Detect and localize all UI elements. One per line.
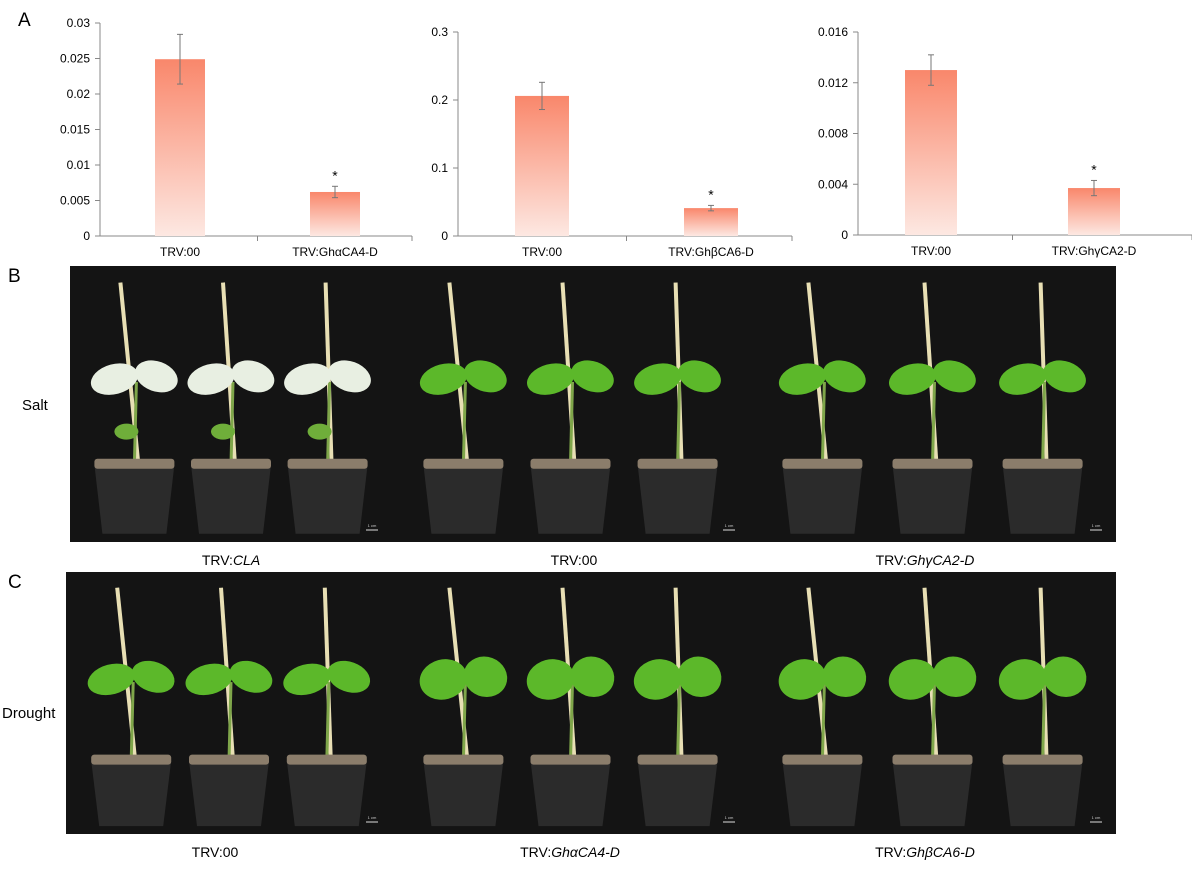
y-tick-label: 0.012 <box>818 76 848 90</box>
bar-chart-beta-ca6: 0 0.1 0.2 0.3 TRV:00 * TRV:GhβCA6-D <box>400 0 800 262</box>
potted-plant <box>419 282 507 534</box>
potted-plant <box>419 587 508 827</box>
y-tick-label: 0.02 <box>67 87 91 101</box>
panel-label-b: B <box>8 266 21 287</box>
potted-plant <box>633 587 722 827</box>
drought-photo-alpha-ca4: 1 cm <box>392 572 749 834</box>
potted-plant <box>87 587 175 827</box>
potted-plant <box>284 282 371 534</box>
error-bar <box>708 204 714 212</box>
y-tick-label: 0.01 <box>67 158 91 172</box>
scale-bar-label: 1 cm <box>368 815 377 820</box>
error-bar <box>928 54 934 86</box>
caption-drought-1: TRV:00 <box>191 844 239 860</box>
potted-plant <box>187 282 275 534</box>
salt-photo-trv00: 1 cm <box>392 266 749 542</box>
bar <box>905 70 957 235</box>
x-tick-label: TRV:00 <box>522 245 562 259</box>
error-bar <box>177 33 183 85</box>
potted-plant <box>888 587 977 827</box>
y-tick-label: 0.005 <box>60 194 90 208</box>
y-tick-label: 0.025 <box>60 52 90 66</box>
y-tick-label: 0.016 <box>818 25 848 39</box>
scale-bar-label: 1 cm <box>1092 523 1101 528</box>
error-bar <box>332 185 338 199</box>
salt-photo-gamma-ca2: 1 cm <box>749 266 1116 542</box>
potted-plant <box>778 282 866 534</box>
potted-plant <box>283 587 371 827</box>
drought-photo-trv00: 1 cm <box>66 572 392 834</box>
potted-plant <box>998 587 1087 827</box>
panel-label-a: A <box>18 10 31 31</box>
x-tick-label: TRV:GhβCA6-D <box>668 245 754 259</box>
salt-photo-cla: 1 cm <box>70 266 392 542</box>
x-tick-label: TRV:00 <box>160 245 200 259</box>
potted-plant <box>526 587 615 827</box>
drought-photo-beta-ca6: 1 cm <box>749 572 1116 834</box>
caption-salt-2: TRV:00 <box>550 552 598 568</box>
caption-salt-3: TRV:GhγCA2-D <box>875 552 975 568</box>
potted-plant <box>185 587 273 827</box>
significance-marker: * <box>708 186 714 202</box>
caption-salt-1: TRV:CLA <box>201 552 261 568</box>
y-tick-label: 0.004 <box>818 177 848 191</box>
row-label-salt: Salt <box>22 397 48 414</box>
error-bar <box>539 81 545 111</box>
y-tick-label: 0.3 <box>431 25 448 39</box>
potted-plant <box>888 282 976 534</box>
y-tick-label: 0 <box>841 228 848 242</box>
potted-plant <box>778 587 867 827</box>
significance-marker: * <box>332 167 338 183</box>
scale-bar-label: 1 cm <box>368 523 377 528</box>
bar <box>310 191 360 236</box>
potted-plant <box>90 282 178 534</box>
scale-bar-label: 1 cm <box>725 815 734 820</box>
y-tick-label: 0 <box>441 229 448 243</box>
bar <box>684 208 738 236</box>
bar <box>155 59 205 237</box>
bar <box>515 95 569 236</box>
significance-marker: * <box>1091 161 1097 177</box>
scale-bar-label: 1 cm <box>1092 815 1101 820</box>
potted-plant <box>526 282 614 534</box>
potted-plant <box>634 282 721 534</box>
error-bar <box>1091 179 1097 197</box>
bar-chart-gamma-ca2: 0 0.004 0.008 0.012 0.016 TRV:00 * TRV:GhγCA2-D <box>780 0 1192 262</box>
bar-chart-alpha-ca4: 0 0.005 0.01 0.015 0.02 0.025 0.03 TRV:00 * TRV:G… <box>0 0 420 262</box>
y-tick-label: 0.008 <box>818 127 848 141</box>
scale-bar-label: 1 cm <box>725 523 734 528</box>
y-tick-label: 0 <box>83 229 90 243</box>
x-tick-label: TRV:GhγCA2-D <box>1052 244 1137 258</box>
y-tick-label: 0.015 <box>60 123 90 137</box>
y-tick-label: 0.2 <box>431 93 448 107</box>
caption-drought-2: TRV:GhαCA4-D <box>520 844 620 860</box>
x-tick-label: TRV:00 <box>911 244 951 258</box>
x-tick-label: TRV:GhαCA4-D <box>292 245 378 259</box>
y-tick-label: 0.03 <box>67 16 91 30</box>
caption-drought-3: TRV:GhβCA6-D <box>875 844 975 860</box>
y-tick-label: 0.1 <box>431 161 448 175</box>
row-label-drought: Drought <box>2 705 56 722</box>
potted-plant <box>999 282 1086 534</box>
panel-label-c: C <box>8 572 22 593</box>
